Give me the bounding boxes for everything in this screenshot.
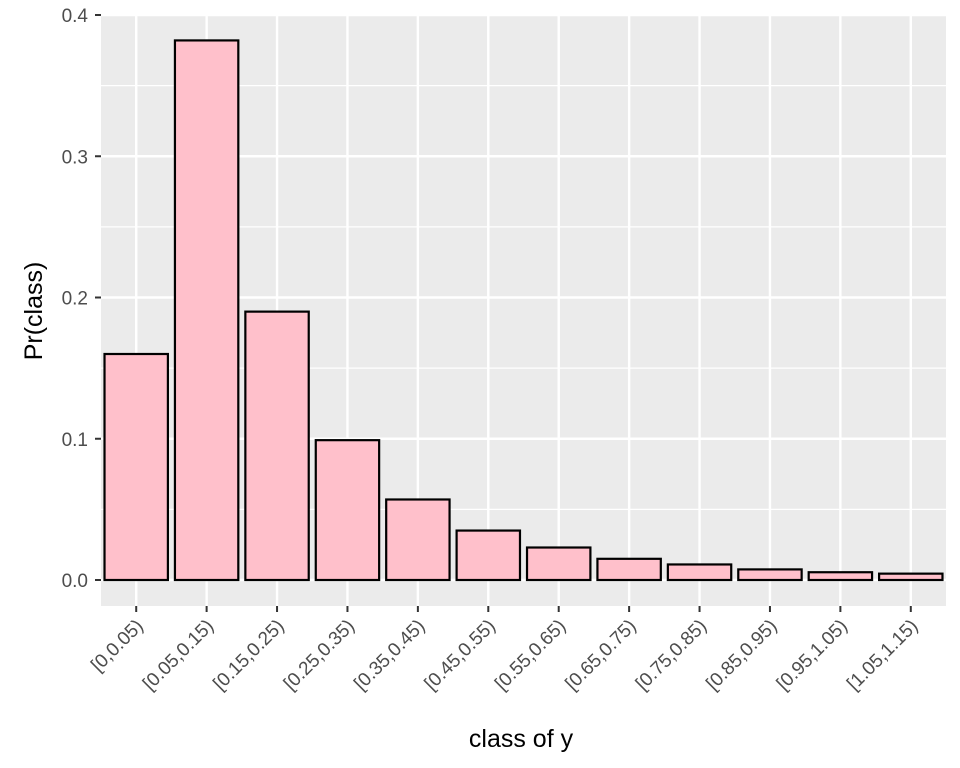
- bar: [103, 352, 169, 582]
- bar: [244, 310, 310, 582]
- x-axis: [0,0.05)[0.05,0.15)[0.15,0.25)[0.25,0.35…: [87, 606, 922, 695]
- bar: [385, 498, 451, 582]
- bars: [103, 39, 944, 582]
- x-tick-label: [0,0.05): [87, 616, 147, 676]
- y-axis: 0.0 0.1 0.2 0.3 0.4: [62, 6, 101, 592]
- bar: [173, 39, 240, 582]
- x-tick-label: [1.05,1.15): [843, 616, 922, 695]
- x-tick-label: [0.65,0.75): [562, 616, 641, 695]
- y-tick-label: 0.4: [62, 6, 89, 27]
- bar: [807, 571, 874, 582]
- minor-gridlines: [101, 85, 946, 510]
- x-tick-label: [0.95,1.05): [773, 616, 852, 695]
- plot-panel: [101, 15, 946, 606]
- bar: [878, 572, 944, 582]
- y-tick-label: 0.2: [62, 289, 88, 310]
- x-tick-label: [0.35,0.45): [350, 616, 429, 695]
- bar: [737, 568, 803, 582]
- y-axis-title: Pr(class): [20, 262, 48, 361]
- x-axis-title: class of y: [469, 725, 574, 753]
- bar: [314, 439, 381, 582]
- bar: [455, 529, 522, 582]
- x-tick-label: [0.75,0.85): [632, 616, 711, 695]
- x-tick-label: [0.05,0.15): [139, 616, 218, 695]
- x-tick-label: [0.85,0.95): [702, 616, 781, 695]
- y-tick-label: 0.3: [62, 147, 88, 168]
- x-tick-label: [0.45,0.55): [421, 616, 500, 695]
- bar: [525, 546, 592, 582]
- x-tick-label: [0.25,0.35): [280, 616, 359, 695]
- x-tick-label: [0.15,0.25): [209, 616, 288, 695]
- bar: [666, 563, 733, 582]
- y-tick-label: 0.0: [62, 571, 88, 592]
- y-tick-label: 0.1: [62, 430, 88, 451]
- bar: [596, 557, 662, 582]
- x-tick-label: [0.55,0.65): [491, 616, 570, 695]
